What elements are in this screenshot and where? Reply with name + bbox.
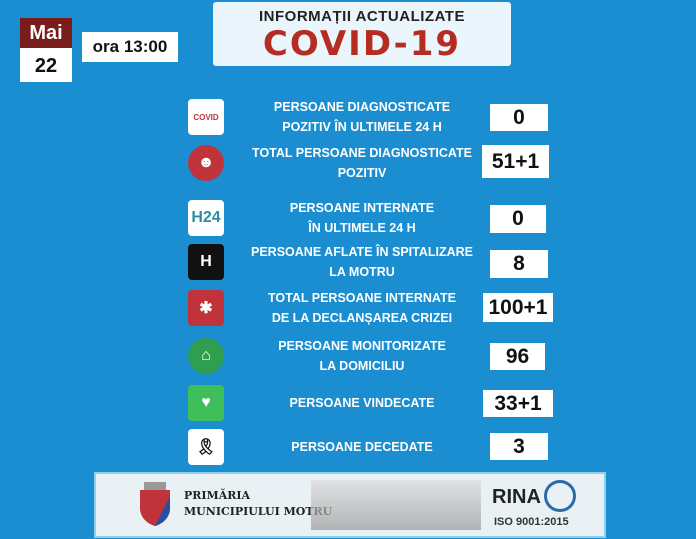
month-label: Mai: [20, 18, 72, 48]
day-label: 22: [20, 48, 72, 82]
covid-test-icon: COVID: [188, 99, 224, 135]
coat-of-arms-icon: [140, 482, 170, 526]
stat-value: 0: [490, 205, 546, 233]
stat-label-line2: DE LA DECLANȘAREA CRIZEI: [271, 311, 453, 325]
stat-label-line1: PERSOANE MONITORIZATE: [278, 339, 446, 353]
stat-label-line1: PERSOANE INTERNATE: [289, 201, 435, 215]
stat-value: 3: [490, 433, 548, 460]
footer-banner: PRIMĂRIA MUNICIPIULUI MOTRU RINA ISO 900…: [94, 472, 606, 538]
stat-value: 96: [490, 343, 545, 370]
title-banner: INFORMAȚII ACTUALIZATE COVID-19: [213, 2, 511, 66]
heart-pulse-icon: ♥: [188, 385, 224, 421]
hospital-icon: H: [188, 244, 224, 280]
stat-label-line2: LA DOMICILIU: [319, 359, 405, 373]
mourning-ribbon-icon: 🎗: [188, 429, 224, 465]
stat-label-line2: POZITIV: [337, 166, 387, 180]
stat-label-line1: TOTAL PERSOANE INTERNATE: [268, 291, 456, 305]
stat-value: 33+1: [483, 390, 553, 417]
stat-label-line1: PERSOANE DIAGNOSTICATE: [273, 100, 451, 114]
city-panorama-image: [311, 480, 481, 530]
footer-line1: PRIMĂRIA: [184, 489, 251, 502]
iso-label: ISO 9001:2015: [494, 516, 569, 528]
h24-icon: H24: [188, 200, 224, 236]
stat-value: 51+1: [482, 145, 549, 178]
banner-title: COVID-19: [262, 24, 462, 64]
banner-subtitle: INFORMAȚII ACTUALIZATE: [259, 8, 465, 25]
time-label: ora 13:00: [82, 32, 178, 62]
footer-line2: MUNICIPIULUI MOTRU: [184, 505, 333, 518]
stat-label-line2: POZITIV ÎN ULTIMELE 24 H: [282, 120, 442, 134]
stat-label-line2: ÎN ULTIMELE 24 H: [308, 221, 416, 235]
stat-value: 8: [490, 250, 548, 278]
stat-label-line1: PERSOANE DECEDATE: [291, 440, 433, 454]
stat-label-line2: LA MOTRU: [329, 265, 395, 279]
stat-label-line1: PERSOANE VINDECATE: [289, 396, 435, 410]
stat-value: 0: [490, 104, 548, 131]
rina-logo: RINA: [492, 486, 541, 508]
stat-value: 100+1: [483, 293, 553, 322]
patient-icon: ☻: [188, 145, 224, 181]
stat-label-line1: PERSOANE AFLATE ÎN SPITALIZARE: [251, 245, 473, 259]
home-pin-icon: ⌂: [188, 338, 224, 374]
medical-star-icon: ✱: [188, 290, 224, 326]
iqnet-seal-icon: [544, 480, 576, 512]
stat-label-line1: TOTAL PERSOANE DIAGNOSTICATE: [252, 146, 472, 160]
